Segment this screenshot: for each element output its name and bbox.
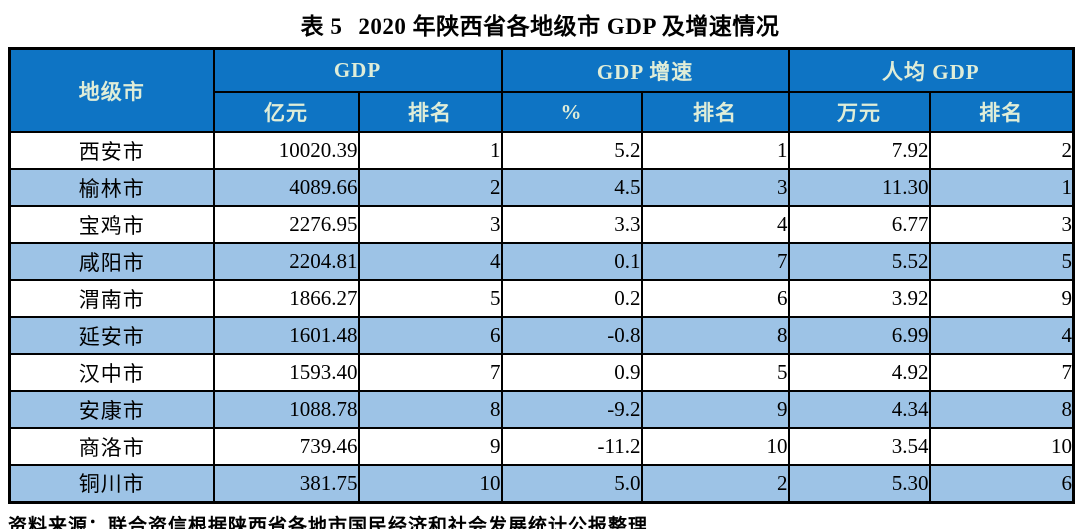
growth-rank-cell: 6	[640, 279, 790, 318]
growth-value-cell: 5.2	[500, 131, 643, 170]
gdp-value-cell: 381.75	[212, 464, 360, 503]
growth-rank-cell: 5	[640, 353, 790, 392]
percapita-value-cell: 11.30	[787, 168, 931, 207]
growth-value-cell: 5.0	[500, 464, 643, 503]
percapita-rank-cell: 2	[928, 131, 1075, 170]
percapita-value-cell: 3.54	[787, 427, 931, 466]
header-group-gdp-growth: GDP 增速	[500, 47, 790, 93]
growth-rank-cell: 8	[640, 316, 790, 355]
growth-value-cell: 0.1	[500, 242, 643, 281]
header-gdp-unit: 亿元	[212, 91, 360, 133]
gdp-rank-cell: 6	[357, 316, 503, 355]
growth-rank-cell: 7	[640, 242, 790, 281]
growth-value-cell: -0.8	[500, 316, 643, 355]
header-percapita-unit: 万元	[787, 91, 931, 133]
table-row: 延安市 1601.48 6 -0.8 8 6.99 4	[8, 316, 1075, 355]
gdp-value-cell: 1601.48	[212, 316, 360, 355]
table-row: 铜川市 381.75 10 5.0 2 5.30 6	[8, 464, 1075, 503]
growth-rank-cell: 4	[640, 205, 790, 244]
gdp-rank-cell: 5	[357, 279, 503, 318]
gdp-rank-cell: 2	[357, 168, 503, 207]
percapita-rank-cell: 9	[928, 279, 1075, 318]
gdp-value-cell: 2204.81	[212, 242, 360, 281]
header-growth-unit: %	[500, 91, 643, 133]
percapita-rank-cell: 1	[928, 168, 1075, 207]
percapita-value-cell: 4.92	[787, 353, 931, 392]
city-cell: 宝鸡市	[8, 205, 215, 244]
source-note: 资料来源：联合资信根据陕西省各地市国民经济和社会发展统计公报整理	[8, 515, 649, 529]
city-cell: 商洛市	[8, 427, 215, 466]
gdp-rank-cell: 4	[357, 242, 503, 281]
table-row: 商洛市 739.46 9 -11.2 10 3.54 10	[8, 427, 1075, 466]
percapita-rank-cell: 8	[928, 390, 1075, 429]
city-cell: 咸阳市	[8, 242, 215, 281]
gdp-value-cell: 2276.95	[212, 205, 360, 244]
table-row: 榆林市 4089.66 2 4.5 3 11.30 1	[8, 168, 1075, 207]
percapita-value-cell: 3.92	[787, 279, 931, 318]
percapita-rank-cell: 4	[928, 316, 1075, 355]
table-row: 安康市 1088.78 8 -9.2 9 4.34 8	[8, 390, 1075, 429]
percapita-rank-cell: 6	[928, 464, 1075, 503]
percapita-value-cell: 6.77	[787, 205, 931, 244]
growth-rank-cell: 2	[640, 464, 790, 503]
gdp-rank-cell: 7	[357, 353, 503, 392]
gdp-rank-cell: 9	[357, 427, 503, 466]
growth-rank-cell: 3	[640, 168, 790, 207]
percapita-value-cell: 5.30	[787, 464, 931, 503]
gdp-rank-cell: 8	[357, 390, 503, 429]
header-growth-rank: 排名	[640, 91, 790, 133]
header-group-gdp-per-capita: 人均 GDP	[787, 47, 1075, 93]
header-percapita-rank: 排名	[928, 91, 1075, 133]
header-sub-row: 亿元 排名 % 排名 万元 排名	[10, 91, 1075, 133]
gdp-rank-cell: 1	[357, 131, 503, 170]
city-cell: 铜川市	[8, 464, 215, 503]
growth-rank-cell: 9	[640, 390, 790, 429]
growth-value-cell: -11.2	[500, 427, 643, 466]
percapita-rank-cell: 3	[928, 205, 1075, 244]
percapita-rank-cell: 7	[928, 353, 1075, 392]
growth-value-cell: -9.2	[500, 390, 643, 429]
percapita-value-cell: 5.52	[787, 242, 931, 281]
gdp-value-cell: 739.46	[212, 427, 360, 466]
table-title-main: 2020 年陕西省各地级市 GDP 及增速情况	[358, 14, 780, 39]
table-row: 宝鸡市 2276.95 3 3.3 4 6.77 3	[8, 205, 1075, 244]
city-cell: 西安市	[8, 131, 215, 170]
header-city: 地级市	[8, 47, 215, 133]
city-cell: 安康市	[8, 390, 215, 429]
table-title-prefix: 表 5	[300, 14, 343, 39]
growth-value-cell: 0.2	[500, 279, 643, 318]
city-cell: 榆林市	[8, 168, 215, 207]
growth-rank-cell: 10	[640, 427, 790, 466]
percapita-rank-cell: 10	[928, 427, 1075, 466]
table-row: 汉中市 1593.40 7 0.9 5 4.92 7	[8, 353, 1075, 392]
table-row: 咸阳市 2204.81 4 0.1 7 5.52 5	[8, 242, 1075, 281]
table-row: 渭南市 1866.27 5 0.2 6 3.92 9	[8, 279, 1075, 318]
table-row: 西安市 10020.39 1 5.2 1 7.92 2	[8, 131, 1075, 170]
gdp-rank-cell: 3	[357, 205, 503, 244]
growth-value-cell: 3.3	[500, 205, 643, 244]
city-cell: 汉中市	[8, 353, 215, 392]
growth-rank-cell: 1	[640, 131, 790, 170]
gdp-value-cell: 1088.78	[212, 390, 360, 429]
growth-value-cell: 4.5	[500, 168, 643, 207]
gdp-value-cell: 10020.39	[212, 131, 360, 170]
percapita-value-cell: 7.92	[787, 131, 931, 170]
table-title: 表 5 2020 年陕西省各地级市 GDP 及增速情况	[0, 0, 1080, 41]
percapita-rank-cell: 5	[928, 242, 1075, 281]
growth-value-cell: 0.9	[500, 353, 643, 392]
header-group-gdp: GDP	[212, 47, 503, 93]
header-gdp-rank: 排名	[357, 91, 503, 133]
gdp-value-cell: 4089.66	[212, 168, 360, 207]
city-cell: 延安市	[8, 316, 215, 355]
gdp-value-cell: 1866.27	[212, 279, 360, 318]
gdp-table: 地级市 GDP GDP 增速 人均 GDP 亿元 排名 % 排名 万元 排名 西…	[8, 47, 1076, 504]
gdp-rank-cell: 10	[357, 464, 503, 503]
percapita-value-cell: 6.99	[787, 316, 931, 355]
header-group-row: 地级市 GDP GDP 增速 人均 GDP	[8, 47, 1075, 133]
gdp-value-cell: 1593.40	[212, 353, 360, 392]
city-cell: 渭南市	[8, 279, 215, 318]
percapita-value-cell: 4.34	[787, 390, 931, 429]
